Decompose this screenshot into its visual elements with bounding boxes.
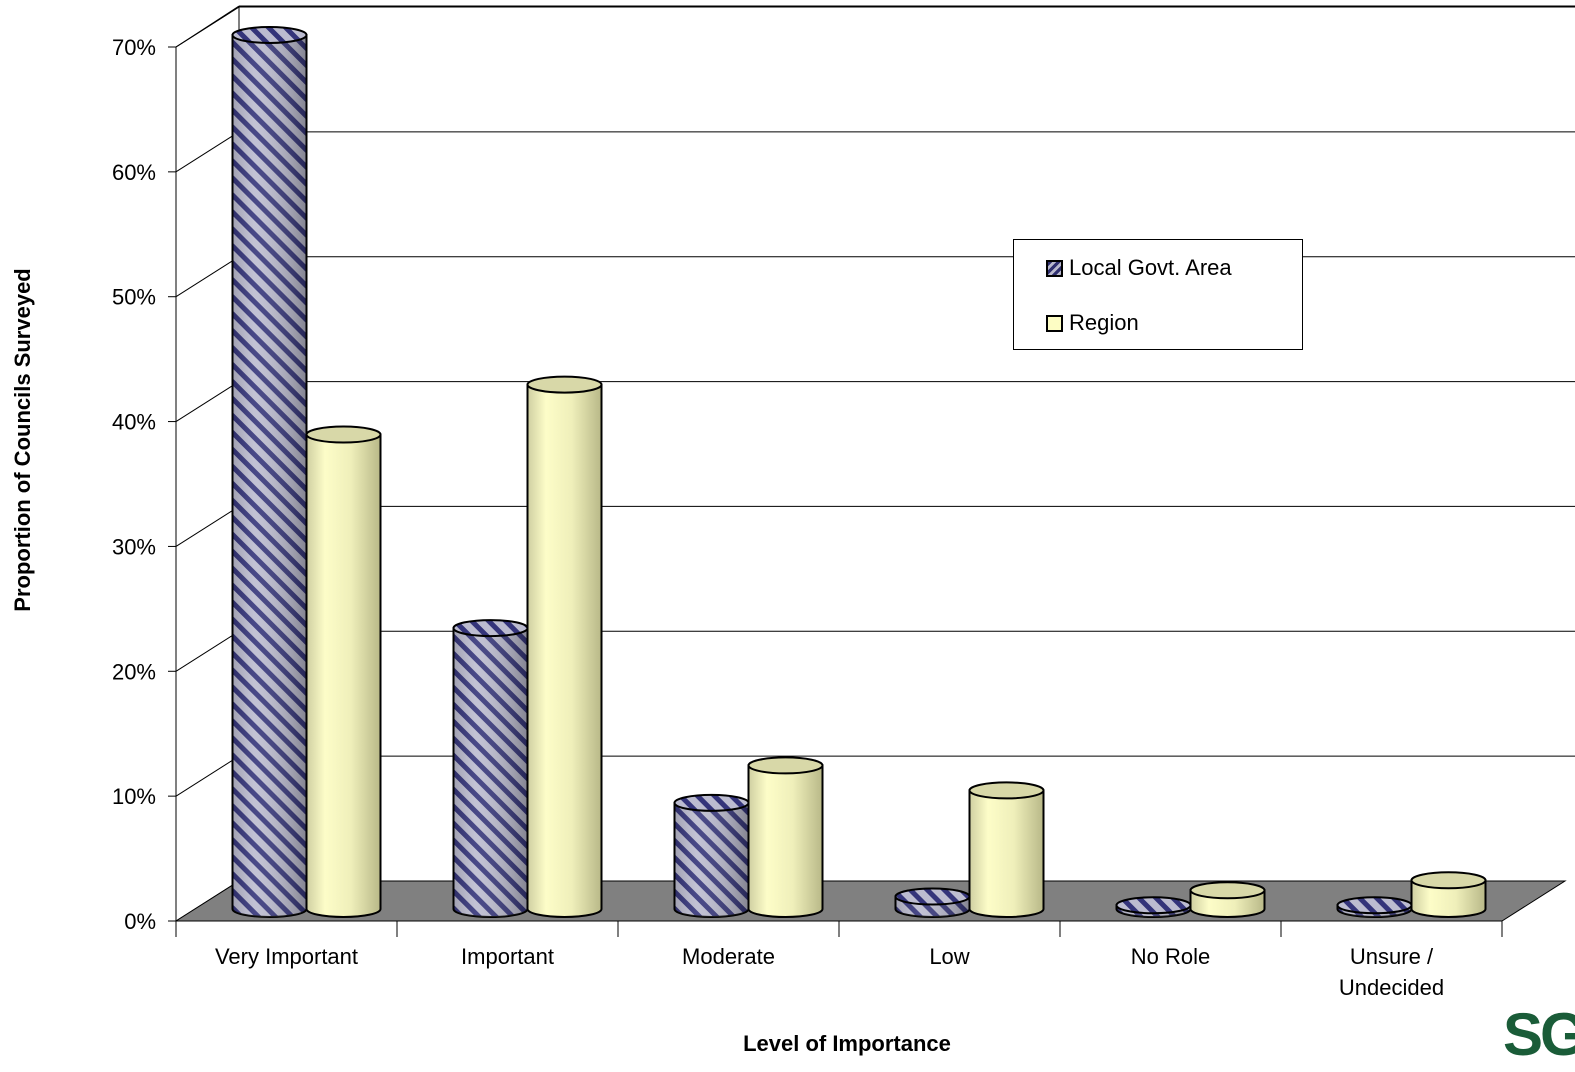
bar-top <box>894 887 971 906</box>
bar-region <box>526 375 603 918</box>
y-tick-label: 30% <box>112 534 156 559</box>
bar-shade <box>453 628 528 917</box>
bar-top <box>1336 896 1413 915</box>
gridline-side <box>175 630 240 672</box>
gridline-side <box>175 381 240 422</box>
x-tick-label: Moderate <box>682 944 775 969</box>
gridline-side <box>175 131 240 173</box>
bar-top <box>673 793 750 812</box>
wall-top-diagonal <box>175 5 240 48</box>
bar-top <box>1410 871 1487 890</box>
legend-item-region: Region <box>1046 310 1139 335</box>
legend-label-region: Region <box>1069 310 1139 335</box>
bar-top <box>526 375 603 394</box>
x-tick-label: No Role <box>1131 944 1210 969</box>
bar-local-govt-area <box>1115 896 1192 918</box>
gridline-side <box>175 755 240 797</box>
y-tick-label: 40% <box>112 410 156 435</box>
y-tick-label: 50% <box>112 285 156 310</box>
bar-body <box>1410 879 1487 918</box>
axes <box>168 46 1503 937</box>
gridline-side <box>175 256 240 298</box>
bar-region <box>1189 881 1266 918</box>
bar-body <box>747 764 824 918</box>
x-axis-title: Level of Importance <box>743 1031 951 1056</box>
legend: Local Govt. Area Region <box>1013 239 1303 350</box>
bar-region <box>1410 871 1487 918</box>
bar-body <box>526 383 603 918</box>
bar-shade <box>232 35 307 917</box>
grid <box>175 5 1575 922</box>
bar-body <box>968 789 1045 918</box>
bar-local-govt-area <box>231 26 308 918</box>
bar-top <box>305 425 382 444</box>
legend-item-local: Local Govt. Area <box>1046 255 1232 280</box>
bar-top <box>452 619 529 638</box>
gridline-side <box>175 506 240 547</box>
bar-top <box>1115 896 1192 915</box>
legend-swatch-region <box>1046 314 1063 332</box>
x-tick-label: Very Important <box>215 944 358 969</box>
bar-region <box>968 781 1045 918</box>
bar-local-govt-area <box>894 887 971 918</box>
bar-top <box>747 756 824 775</box>
bar-local-govt-area <box>452 619 529 918</box>
bar-region <box>747 756 824 918</box>
y-tick-label: 70% <box>112 35 156 60</box>
x-tick-label: Unsure / Undecided <box>1339 944 1444 1000</box>
logo: SG <box>1503 1001 1575 1068</box>
x-tick-label: Low <box>929 944 969 969</box>
bar-top <box>231 26 308 44</box>
y-tick-label: 10% <box>112 784 156 809</box>
y-tick-label: 20% <box>112 659 156 684</box>
labels: 0% 10% 20% 30% 40% 50% 60% 70% Very Important Imp… <box>10 35 1444 1056</box>
legend-swatch-local <box>1046 259 1063 277</box>
bar-top <box>1189 881 1266 900</box>
y-tick-label: 60% <box>112 160 156 185</box>
bar-local-govt-area <box>673 793 750 918</box>
bar-local-govt-area <box>1336 896 1413 918</box>
x-tick-label: Important <box>461 944 554 969</box>
y-axis-title: Proportion of Councils Surveyed <box>10 268 35 611</box>
bar-shade <box>674 802 749 917</box>
y-tick-label: 0% <box>124 909 156 934</box>
bar-top <box>968 781 1045 800</box>
bar-body <box>305 433 382 918</box>
bars <box>231 26 1487 918</box>
legend-label-local: Local Govt. Area <box>1069 255 1232 280</box>
bar-region <box>305 425 382 918</box>
